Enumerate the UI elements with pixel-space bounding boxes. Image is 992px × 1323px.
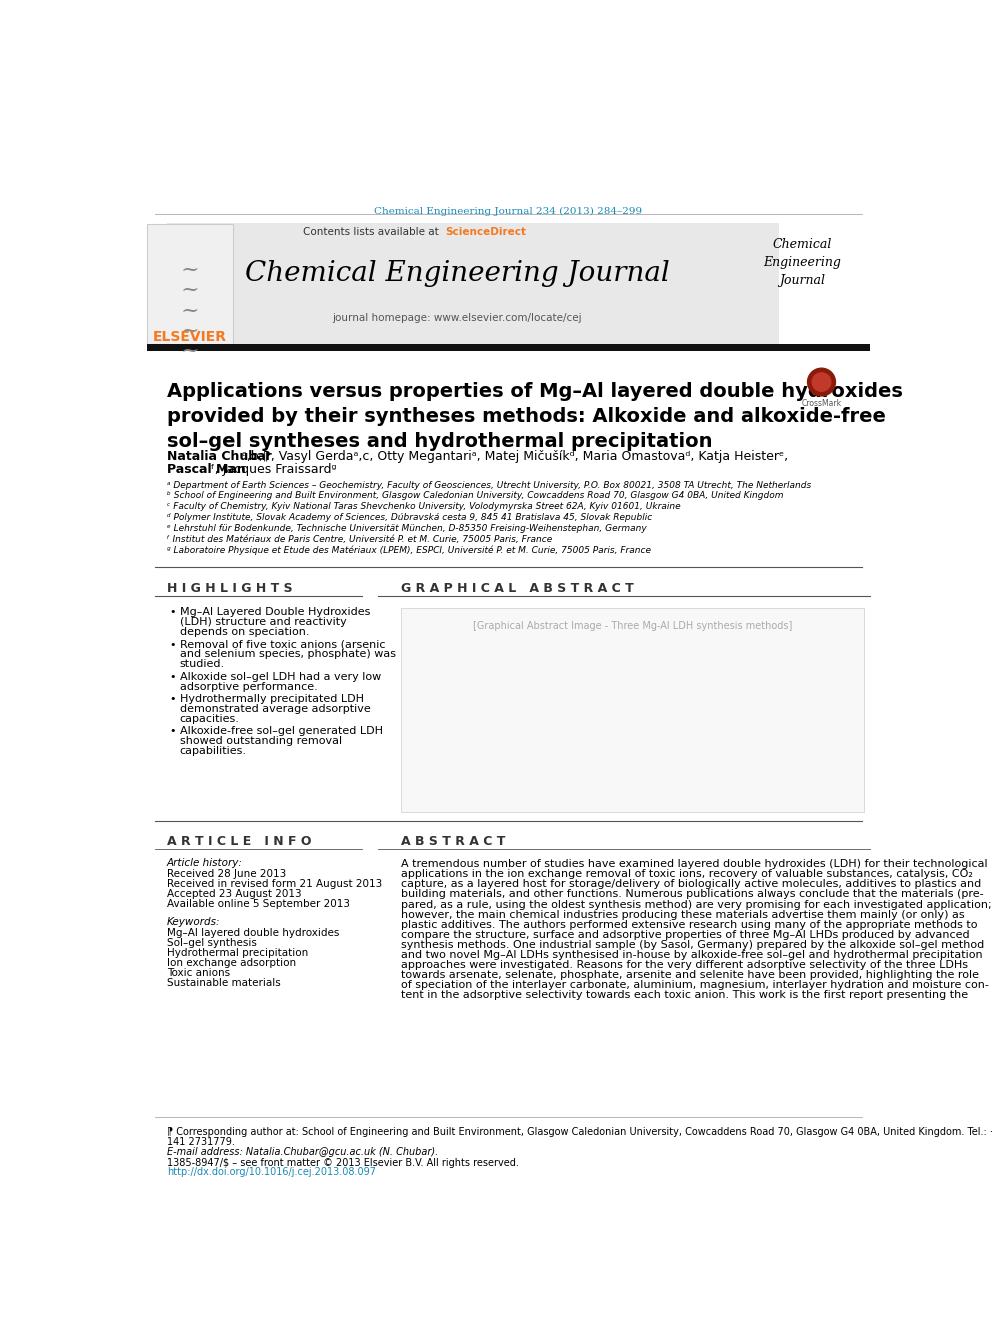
Bar [402, 607, 864, 812]
Circle shape [812, 373, 831, 392]
Text: Chemical Engineering Journal: Chemical Engineering Journal [245, 261, 670, 287]
Text: ᵇ School of Engineering and Built Environment, Glasgow Caledonian University, Co: ᵇ School of Engineering and Built Enviro… [167, 491, 783, 500]
Text: demonstrated average adsorptive: demonstrated average adsorptive [180, 704, 371, 714]
Text: Received in revised form 21 August 2013: Received in revised form 21 August 2013 [167, 878, 382, 889]
Text: capacities.: capacities. [180, 714, 240, 724]
Text: ELSEVIER: ELSEVIER [153, 329, 227, 344]
Circle shape [807, 368, 835, 396]
Text: Toxic anions: Toxic anions [167, 968, 230, 978]
Text: 141 2731779.: 141 2731779. [167, 1136, 234, 1147]
Text: Pascal Man: Pascal Man [167, 463, 245, 476]
Text: Received 28 June 2013: Received 28 June 2013 [167, 869, 286, 878]
Text: • Hydrothermally precipitated LDH: • Hydrothermally precipitated LDH [171, 693, 364, 704]
Text: compare the structure, surface and adsorptive properties of three Mg–Al LHDs pro: compare the structure, surface and adsor… [402, 930, 970, 939]
Text: ᵃ Department of Earth Sciences – Geochemistry, Faculty of Geosciences, Utrecht U: ᵃ Department of Earth Sciences – Geochem… [167, 480, 810, 490]
Text: A tremendous number of studies have examined layered double hydroxides (LDH) for: A tremendous number of studies have exam… [402, 860, 988, 869]
Text: approaches were investigated. Reasons for the very different adsorptive selectiv: approaches were investigated. Reasons fo… [402, 959, 968, 970]
Text: and selenium species, phosphate) was: and selenium species, phosphate) was [180, 650, 396, 659]
Text: A B S T R A C T: A B S T R A C T [402, 835, 506, 848]
Text: A R T I C L E   I N F O: A R T I C L E I N F O [167, 835, 311, 848]
Text: ⁋ Corresponding author at: School of Engineering and Built Environment, Glasgow : ⁋ Corresponding author at: School of Eng… [167, 1127, 992, 1138]
Text: Accepted 23 August 2013: Accepted 23 August 2013 [167, 889, 302, 898]
Text: Ion exchange adsorption: Ion exchange adsorption [167, 958, 296, 968]
Text: ᵉ Lehrstuhl für Bodenkunde, Technische Universität München, D-85350 Freising-Wei: ᵉ Lehrstuhl für Bodenkunde, Technische U… [167, 524, 647, 533]
Text: depends on speciation.: depends on speciation. [180, 627, 310, 636]
Text: G R A P H I C A L   A B S T R A C T: G R A P H I C A L A B S T R A C T [402, 582, 634, 595]
Text: ᵃ,b,⁋, Vasyl Gerdaᵃ,c, Otty Megantariᵃ, Matej Mičušíkᵈ, Maria Omastovaᵈ, Katja H: ᵃ,b,⁋, Vasyl Gerdaᵃ,c, Otty Megantariᵃ, … [242, 450, 788, 463]
Bar [147, 224, 232, 344]
Text: showed outstanding removal: showed outstanding removal [180, 737, 342, 746]
Text: Applications versus properties of Mg–Al layered double hydroxides
provided by th: Applications versus properties of Mg–Al … [167, 382, 903, 451]
Text: Natalia Chubar: Natalia Chubar [167, 450, 272, 463]
Text: tent in the adsorptive selectivity towards each toxic anion. This work is the fi: tent in the adsorptive selectivity towar… [402, 990, 968, 1000]
Text: capture, as a layered host for storage/delivery of biologically active molecules: capture, as a layered host for storage/d… [402, 880, 982, 889]
Text: towards arsenate, selenate, phosphate, arsenite and selenite have been provided,: towards arsenate, selenate, phosphate, a… [402, 970, 979, 979]
Text: and two novel Mg–Al LDHs synthesised in-house by alkoxide-free sol–gel and hydro: and two novel Mg–Al LDHs synthesised in-… [402, 950, 983, 959]
Text: ᶠ Institut des Matériaux de Paris Centre, Université P. et M. Curie, 75005 Paris: ᶠ Institut des Matériaux de Paris Centre… [167, 534, 552, 544]
Text: Article history:: Article history: [167, 857, 242, 868]
Text: Keywords:: Keywords: [167, 917, 220, 927]
Text: pared, as a rule, using the oldest synthesis method) are very promising for each: pared, as a rule, using the oldest synth… [402, 900, 992, 909]
Text: capabilities.: capabilities. [180, 746, 247, 757]
Text: applications in the ion exchange removal of toxic ions, recovery of valuable sub: applications in the ion exchange removal… [402, 869, 973, 880]
Text: • Alkoxide-free sol–gel generated LDH: • Alkoxide-free sol–gel generated LDH [171, 726, 384, 737]
Text: ᵍ Laboratoire Physique et Etude des Matériaux (LPEM), ESPCI, Université P. et M.: ᵍ Laboratoire Physique et Etude des Maté… [167, 545, 651, 554]
Text: Available online 5 September 2013: Available online 5 September 2013 [167, 898, 349, 909]
Text: adsorptive performance.: adsorptive performance. [180, 681, 317, 692]
Text: ~
~
~
~
~: ~ ~ ~ ~ ~ [181, 259, 199, 363]
Text: [Graphical Abstract Image - Three Mg-Al LDH synthesis methods]: [Graphical Abstract Image - Three Mg-Al … [473, 620, 792, 631]
Text: CrossMark: CrossMark [802, 400, 841, 407]
Text: synthesis methods. One industrial sample (by Sasol, Germany) prepared by the alk: synthesis methods. One industrial sample… [402, 939, 985, 950]
Text: Contents lists available at: Contents lists available at [304, 228, 445, 237]
Text: journal homepage: www.elsevier.com/locate/cej: journal homepage: www.elsevier.com/locat… [332, 312, 582, 323]
Text: (LDH) structure and reactivity: (LDH) structure and reactivity [180, 617, 346, 627]
Bar [167, 224, 779, 345]
Text: ᶠ, Jacques Fraissardᵍ: ᶠ, Jacques Fraissardᵍ [210, 463, 336, 476]
Text: • Removal of five toxic anions (arsenic: • Removal of five toxic anions (arsenic [171, 639, 386, 650]
Text: of speciation of the interlayer carbonate, aluminium, magnesium, interlayer hydr: of speciation of the interlayer carbonat… [402, 979, 989, 990]
Text: 1385-8947/$ – see front matter © 2013 Elsevier B.V. All rights reserved.: 1385-8947/$ – see front matter © 2013 El… [167, 1158, 519, 1168]
Bar [147, 344, 870, 352]
Text: Sustainable materials: Sustainable materials [167, 978, 281, 988]
Text: building materials, and other functions. Numerous publications always conclude t: building materials, and other functions.… [402, 889, 984, 900]
Text: studied.: studied. [180, 659, 225, 669]
Text: Chemical
Engineering
Journal: Chemical Engineering Journal [763, 238, 841, 287]
Text: • Mg–Al Layered Double Hydroxides: • Mg–Al Layered Double Hydroxides [171, 607, 371, 617]
Text: Mg–Al layered double hydroxides: Mg–Al layered double hydroxides [167, 927, 339, 938]
Text: ᶜ Faculty of Chemistry, Kyiv National Taras Shevchenko University, Volodymyrska : ᶜ Faculty of Chemistry, Kyiv National Ta… [167, 503, 681, 511]
Text: ᵈ Polymer Institute, Slovak Academy of Sciences, Dúbravská cesta 9, 845 41 Brati: ᵈ Polymer Institute, Slovak Academy of S… [167, 513, 652, 523]
Text: E-mail address: Natalia.Chubar@gcu.ac.uk (N. Chubar).: E-mail address: Natalia.Chubar@gcu.ac.uk… [167, 1147, 437, 1156]
Text: however, the main chemical industries producing these materials advertise them m: however, the main chemical industries pr… [402, 909, 965, 919]
Text: • Alkoxide sol–gel LDH had a very low: • Alkoxide sol–gel LDH had a very low [171, 672, 382, 681]
Text: http://dx.doi.org/10.1016/j.cej.2013.08.097: http://dx.doi.org/10.1016/j.cej.2013.08.… [167, 1167, 376, 1177]
Text: H I G H L I G H T S: H I G H L I G H T S [167, 582, 293, 595]
Text: plastic additives. The authors performed extensive research using many of the ap: plastic additives. The authors performed… [402, 919, 978, 930]
Text: Chemical Engineering Journal 234 (2013) 284–299: Chemical Engineering Journal 234 (2013) … [374, 206, 643, 216]
Text: ScienceDirect: ScienceDirect [445, 228, 527, 237]
Text: Hydrothermal precipitation: Hydrothermal precipitation [167, 949, 308, 958]
Text: Sol–gel synthesis: Sol–gel synthesis [167, 938, 257, 949]
